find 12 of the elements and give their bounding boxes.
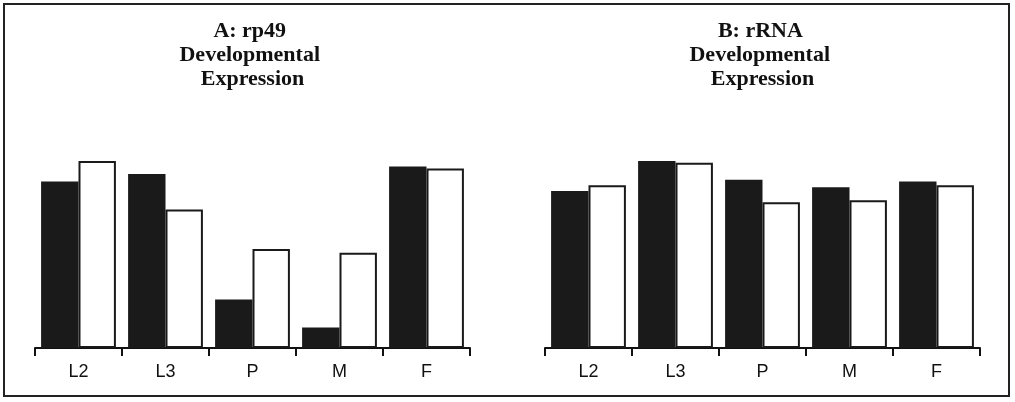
chart-title: A: rp49 Developmental Expression: [179, 16, 326, 90]
x-tick-label: P: [756, 361, 769, 381]
chart-title: B: rRNA Developmental Expression: [689, 16, 836, 90]
x-tick-label: M: [332, 361, 347, 381]
x-tick-label: L3: [665, 361, 686, 381]
x-tick-label: F: [421, 361, 432, 381]
x-tick-label: L2: [578, 361, 599, 381]
x-tick-label: F: [931, 361, 942, 381]
x-tick-label: P: [246, 361, 259, 381]
x-tick-label: L2: [68, 361, 89, 381]
x-tick-label: M: [842, 361, 857, 381]
x-tick-label: L3: [155, 361, 176, 381]
